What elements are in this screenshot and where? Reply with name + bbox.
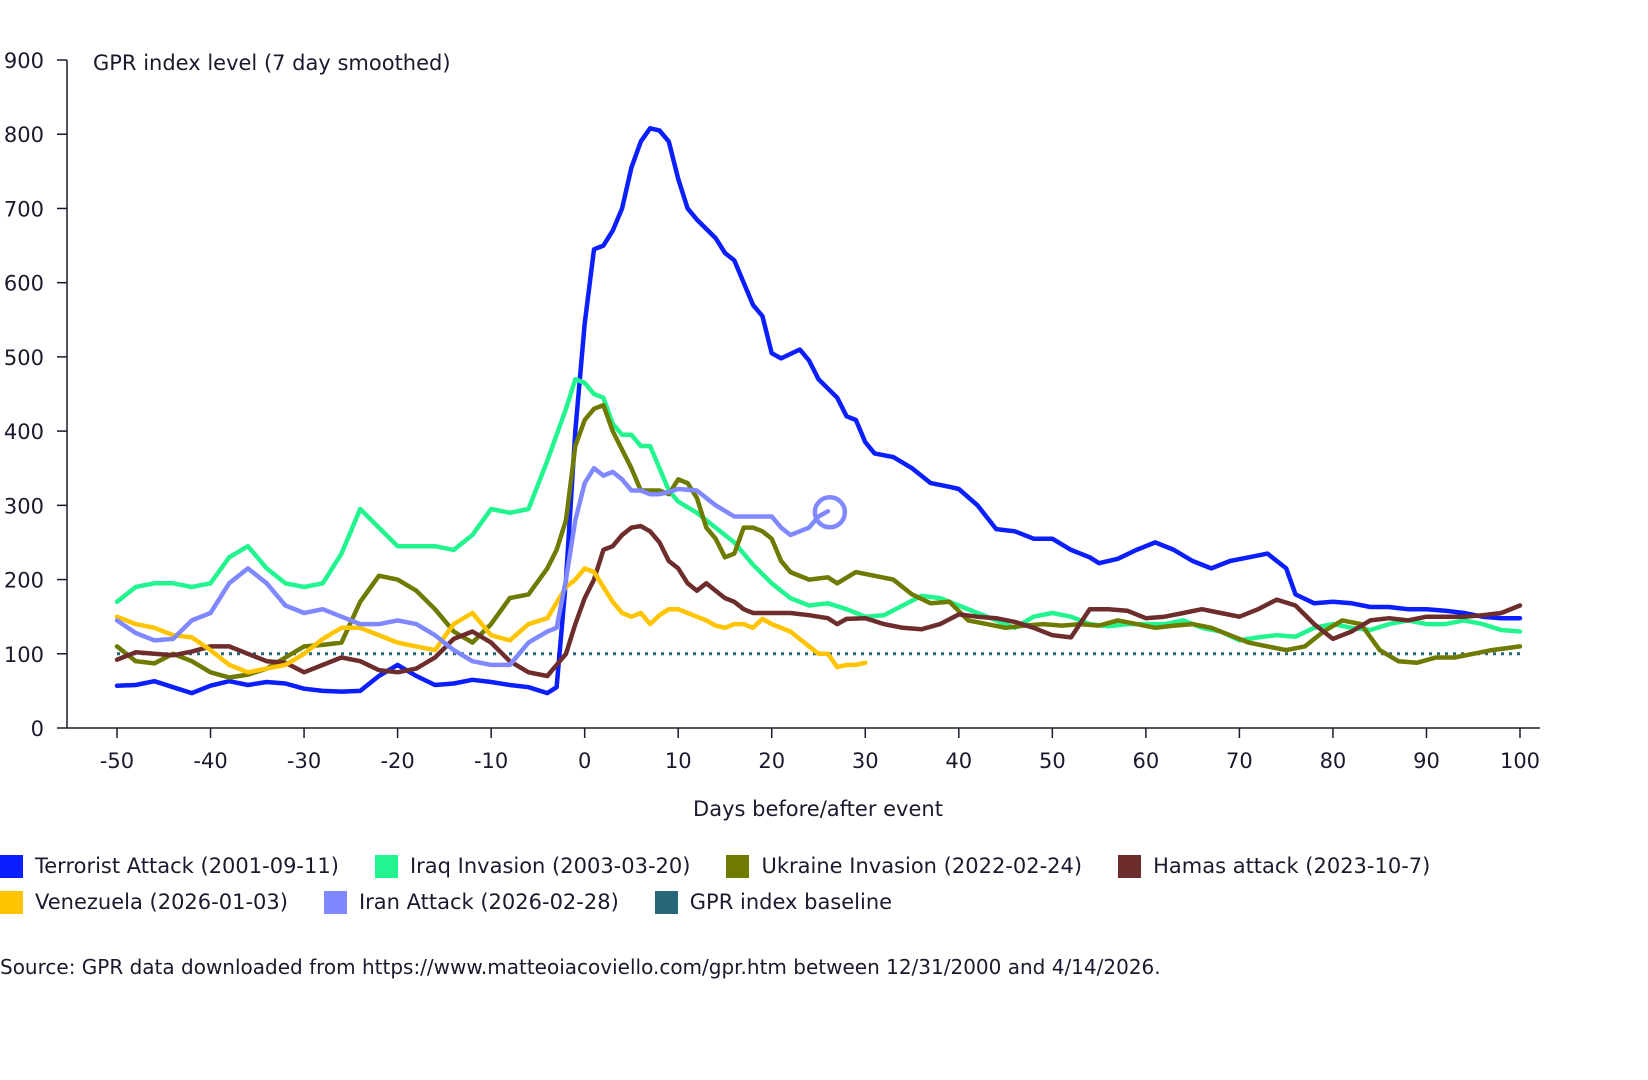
series-line-hamas-attack-2023-10-7 xyxy=(114,523,1523,679)
series-line-venezuela-2026-01-03 xyxy=(114,566,868,675)
x-tick-label: -20 xyxy=(380,749,414,773)
legend-item-venezuela: Venezuela (2026-01-03) xyxy=(0,890,288,914)
y-tick-label: 800 xyxy=(4,123,44,147)
series-lines xyxy=(114,126,1523,696)
x-axis-label: Days before/after event xyxy=(693,797,943,821)
legend-swatch xyxy=(374,854,398,878)
x-tick-label: 100 xyxy=(1500,749,1540,773)
legend-swatch xyxy=(654,890,678,914)
x-tick-label: -50 xyxy=(100,749,134,773)
x-ticks: -50 -40 -30 -20 -10 0 10 20 30 40 50 60 70 80 90 100 xyxy=(100,728,1540,773)
y-tick-label: 900 xyxy=(4,49,44,73)
x-tick-label: 60 xyxy=(1132,749,1159,773)
legend-item-terrorist-attack: Terrorist Attack (2001-09-11) xyxy=(0,854,339,878)
legend-label: GPR index baseline xyxy=(689,890,893,914)
y-tick-label: 100 xyxy=(4,643,44,667)
series-line-iraq-invasion-2003-03-20 xyxy=(114,376,1523,643)
legend-item-iraq-invasion: Iraq Invasion (2003-03-20) xyxy=(374,854,691,878)
x-tick-label: -30 xyxy=(287,749,321,773)
series-line-iran-attack-2026-02-28 xyxy=(114,465,831,668)
y-tick-label: 500 xyxy=(4,346,44,370)
legend-swatch xyxy=(0,890,23,914)
legend-item-iran-attack: Iran Attack (2026-02-28) xyxy=(323,890,619,914)
legend-item-gpr-baseline: GPR index baseline xyxy=(654,890,893,914)
legend-label: Terrorist Attack (2001-09-11) xyxy=(35,854,339,878)
legend-label: Ukraine Invasion (2022-02-24) xyxy=(761,854,1083,878)
x-tick-label: 0 xyxy=(578,749,591,773)
series-end-marker xyxy=(812,495,848,530)
legend-swatch xyxy=(1118,854,1142,878)
y-tick-label: 400 xyxy=(4,420,44,444)
axes xyxy=(66,60,1540,729)
y-tick-label: 700 xyxy=(4,197,44,221)
legend-label: Iran Attack (2026-02-28) xyxy=(358,890,619,914)
x-tick-label: 10 xyxy=(665,749,692,773)
x-tick-label: 30 xyxy=(852,749,879,773)
y-tick-label: 200 xyxy=(4,569,44,593)
legend-label: Iraq Invasion (2003-03-20) xyxy=(409,854,691,878)
legend-item-hamas-attack: Hamas attack (2023-10-7) xyxy=(1118,854,1430,878)
legend-label: Venezuela (2026-01-03) xyxy=(35,890,288,914)
y-axis-label: GPR index level (7 day smoothed) xyxy=(93,51,451,75)
x-tick-label: 90 xyxy=(1413,749,1440,773)
x-tick-label: -10 xyxy=(474,749,508,773)
legend-swatch xyxy=(726,854,750,878)
source-note: Source: GPR data downloaded from https:/… xyxy=(0,955,1161,979)
legend-row: Terrorist Attack (2001-09-11) Iraq Invas… xyxy=(0,848,1466,884)
x-tick-label: 50 xyxy=(1039,749,1066,773)
x-tick-label: 80 xyxy=(1320,749,1347,773)
series-line-ukraine-invasion-2022-02-24 xyxy=(114,402,1523,680)
legend-swatch xyxy=(323,890,347,914)
x-tick-label: 70 xyxy=(1226,749,1253,773)
series-line-terrorist-attack-2001-09-11 xyxy=(114,126,1523,696)
y-tick-label: 300 xyxy=(4,494,44,518)
y-tick-label: 0 xyxy=(31,717,44,741)
legend-row: Venezuela (2026-01-03) Iran Attack (2026… xyxy=(0,884,1466,920)
legend-item-ukraine-invasion: Ukraine Invasion (2022-02-24) xyxy=(726,854,1082,878)
legend-label: Hamas attack (2023-10-7) xyxy=(1153,854,1431,878)
x-tick-label: 40 xyxy=(945,749,972,773)
x-tick-label: -40 xyxy=(193,749,227,773)
legend: Terrorist Attack (2001-09-11) Iraq Invas… xyxy=(0,848,1466,920)
legend-swatch xyxy=(0,854,23,878)
y-ticks: 0 100 200 300 400 500 600 700 800 900 xyxy=(4,49,67,741)
y-tick-label: 600 xyxy=(4,272,44,296)
x-tick-label: 20 xyxy=(758,749,785,773)
